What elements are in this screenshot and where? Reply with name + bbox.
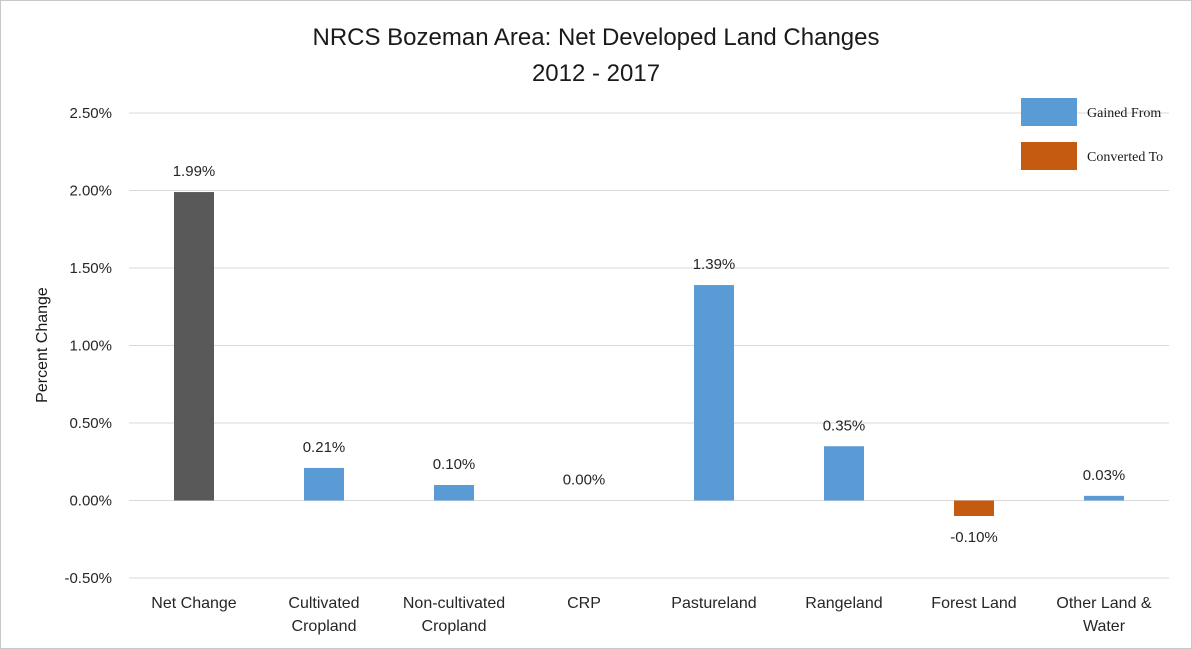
category-label-7-1: Water: [1083, 618, 1126, 635]
legend-label-0: Gained From: [1087, 106, 1161, 121]
legend-swatch-0: [1021, 98, 1077, 126]
data-label-2: 0.10%: [433, 456, 476, 473]
category-label-1-0: Cultivated: [288, 595, 359, 612]
y-tick-label-4: 1.50%: [69, 260, 112, 277]
legend: Gained From Converted To: [1021, 98, 1163, 170]
bar-1: [304, 467, 344, 501]
y-tick-label-0: -0.50%: [64, 570, 112, 587]
category-label-2-1: Cropland: [422, 618, 487, 635]
chart-title-line-1: NRCS Bozeman Area: Net Developed Land Ch…: [313, 24, 880, 51]
y-axis-ticks: -0.50% 0.00% 0.50% 1.00% 1.50% 2.00% 2.50%: [64, 105, 112, 587]
bar-5: [824, 446, 864, 501]
gridlines: [129, 112, 1169, 579]
y-tick-label-3: 1.00%: [69, 338, 112, 355]
bar-4: [694, 285, 734, 501]
category-label-5-0: Rangeland: [805, 595, 882, 612]
y-tick-label-5: 2.00%: [69, 183, 112, 200]
data-label-3: 0.00%: [563, 472, 606, 489]
bar-2: [434, 485, 474, 501]
category-label-4-0: Pastureland: [671, 595, 756, 612]
data-labels: 1.99% 0.21% 0.10% 0.00% 1.39% 0.35% -0.10% 0.03…: [173, 163, 1126, 546]
category-label-3-0: CRP: [567, 595, 601, 612]
data-label-1: 0.21%: [303, 439, 346, 456]
bars: [174, 192, 1124, 516]
legend-label-1: Converted To: [1087, 150, 1163, 165]
data-label-4: 1.39%: [693, 256, 736, 273]
category-label-2-0: Non-cultivated: [403, 595, 505, 612]
y-axis-label: Percent Change: [34, 287, 51, 403]
data-label-7: 0.03%: [1083, 467, 1126, 484]
y-tick-label-2: 0.50%: [69, 415, 112, 432]
category-label-0-0: Net Change: [151, 595, 236, 612]
chart-title-line-2: 2012 - 2017: [532, 60, 660, 87]
category-label-6-0: Forest Land: [931, 595, 1016, 612]
category-label-7-0: Other Land &: [1056, 595, 1152, 612]
y-tick-label-6: 2.50%: [69, 105, 112, 122]
bar-0: [174, 192, 214, 501]
y-tick-label-1: 0.00%: [69, 493, 112, 510]
data-label-5: 0.35%: [823, 417, 866, 434]
bar-7: [1084, 495, 1124, 501]
category-label-1-1: Cropland: [292, 618, 357, 635]
data-label-6: -0.10%: [950, 529, 998, 546]
x-axis-categories: Net Change Cultivated Cropland Non-cultivat…: [151, 595, 1152, 635]
legend-swatch-1: [1021, 142, 1077, 170]
data-label-0: 1.99%: [173, 163, 216, 180]
bar-6: [954, 500, 994, 516]
chart-title: NRCS Bozeman Area: Net Developed Land Ch…: [313, 24, 880, 87]
